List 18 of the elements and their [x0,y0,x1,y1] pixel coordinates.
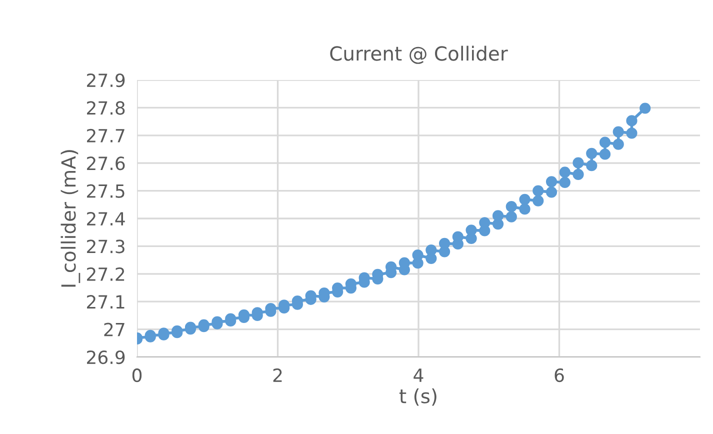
x-tick-label: 6 [554,368,564,382]
y-tick-label: 27.6 [87,156,125,170]
y-tick-label: 27.2 [87,267,124,281]
y-axis-title: I_collider (mA) [60,150,80,287]
x-tick-label: 2 [273,368,282,382]
y-tick-label: 27.9 [87,73,125,88]
chart-title: Current @ Collider [330,46,508,64]
y-tick-label: 26.9 [87,350,125,364]
y-tick-label: 27.5 [87,184,124,198]
y-tick-label: 27.4 [87,212,125,226]
y-tick-label: 27.7 [87,128,124,142]
y-tick-label: 27 [104,322,124,336]
y-tick-label: 27.3 [87,240,124,254]
y-tick-label: 27.8 [87,101,125,115]
x-tick-label: 0 [132,368,142,382]
x-axis-title: t (s) [399,388,436,406]
y-tick-label: 27.1 [87,295,124,308]
x-tick-label: 4 [414,368,424,382]
